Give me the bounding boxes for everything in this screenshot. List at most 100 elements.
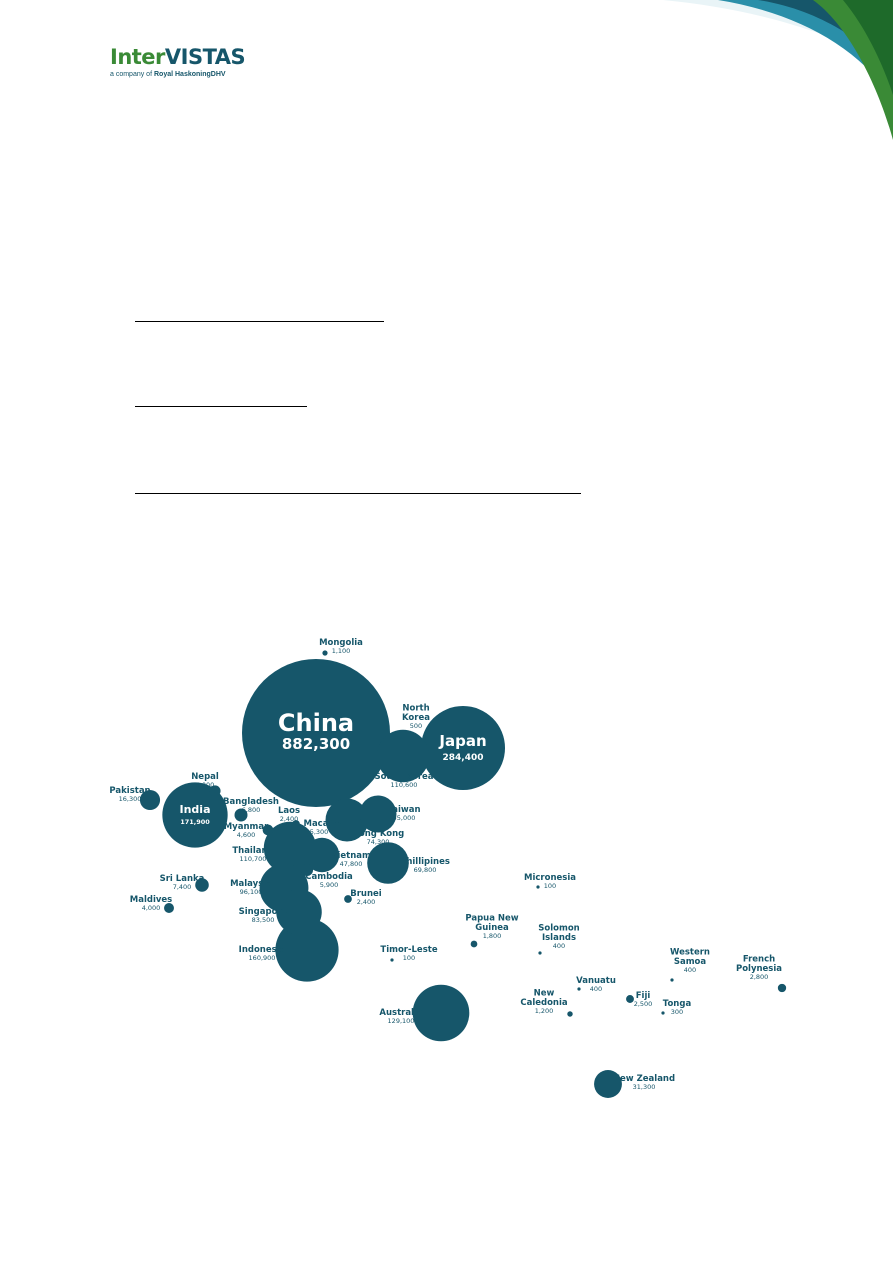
country-label-solomon-islands-1: Solomon (538, 924, 579, 934)
country-value-new-zealand: 31,300 (633, 1083, 656, 1091)
country-value-sri-lanka: 7,400 (173, 883, 192, 891)
country-value-solomon-islands: 400 (553, 942, 565, 950)
country-value-cambodia: 5,900 (320, 881, 339, 889)
rule-line-1 (135, 321, 384, 322)
country-value-maldives: 4,000 (142, 904, 161, 912)
country-label-cambodia: Cambodia (305, 872, 353, 882)
bubble-china (242, 659, 390, 807)
country-value-north-korea: 500 (410, 722, 422, 730)
logo-wordmark: InterVISTAS (110, 45, 246, 69)
country-label-laos: Laos (278, 806, 300, 816)
bubble-brunei (344, 895, 352, 903)
country-value-singapore: 83,500 (252, 916, 275, 924)
bubble-indonesia (275, 918, 339, 982)
country-value-papua-new-guinea: 1,800 (483, 932, 502, 940)
country-label-bangladesh: Bangladesh (223, 797, 279, 807)
bubble-maldives (164, 903, 174, 913)
bubble-laos (292, 820, 300, 828)
country-label-mongolia: Mongolia (319, 638, 363, 648)
bubble-french-polynesia (777, 983, 787, 993)
country-label-myanmar: Myanmar (224, 822, 269, 832)
bubble-label-japan: Japan (438, 732, 486, 750)
rule-line-3 (135, 493, 581, 494)
country-value-laos: 2,400 (280, 815, 299, 823)
bubble-micronesia (536, 885, 540, 889)
bubble-new-zealand (594, 1070, 622, 1098)
rule-line-2 (135, 406, 307, 407)
country-value-myanmar: 4,600 (237, 831, 256, 839)
country-value-tonga: 300 (671, 1008, 683, 1016)
bubble-nepal (209, 785, 221, 797)
bubble-phillipines (367, 842, 409, 884)
country-label-thailand: Thailand (232, 846, 273, 856)
bubble-macau (331, 822, 343, 834)
bubble-tonga (661, 1011, 665, 1015)
bubble-value-japan: 284,400 (443, 753, 484, 763)
bubble-mongolia (322, 650, 328, 656)
bubble-new-caledonia (567, 1011, 573, 1017)
country-label-phillipines: Phillipines (400, 857, 450, 867)
bubble-vietnam (304, 837, 340, 873)
country-label-french-polynesia-1: French (743, 955, 775, 965)
bubble-timor-leste (390, 958, 394, 962)
country-label-australia: Australia (379, 1008, 423, 1018)
country-label-micronesia: Micronesia (524, 873, 576, 883)
country-label-north-korea-1: North (402, 704, 429, 714)
country-label-nepal: Nepal (191, 772, 219, 782)
country-label-vanuatu: Vanuatu (576, 976, 616, 986)
country-label-macau: Macau (303, 819, 334, 829)
country-label-timor-leste: Timor-Leste (380, 945, 437, 955)
country-value-new-caledonia: 1,200 (535, 1007, 554, 1015)
country-label-south-korea: South Korea (374, 772, 433, 782)
country-value-macau: 5,300 (310, 828, 329, 836)
bubble-papua-new-guinea (470, 940, 478, 948)
country-value-australia: 129,100 (388, 1017, 415, 1025)
company-logo: InterVISTAS a company of Royal Haskoning… (110, 44, 246, 78)
country-value-nepal: 5,000 (196, 781, 215, 789)
country-label-new-caledonia-1: New (534, 989, 555, 999)
bubble-india (162, 782, 228, 848)
country-label-north-korea-2: Korea (402, 713, 430, 723)
country-label-sri-lanka: Sri Lanka (160, 874, 205, 884)
bubble-bangladesh (234, 808, 248, 822)
bubble-label-india: India (180, 803, 211, 816)
country-value-micronesia: 100 (544, 882, 556, 890)
country-value-timor-leste: 100 (403, 954, 415, 962)
country-value-malaysia: 96,100 (240, 888, 263, 896)
country-label-singapore: Singapore (239, 907, 288, 917)
country-label-western-samoa-1: Western (670, 948, 710, 958)
bubble-cambodia (300, 863, 314, 877)
country-value-indonesia: 160,900 (249, 954, 276, 962)
country-label-papua-new-guinea-1: Papua New (465, 914, 518, 924)
bubble-japan (420, 705, 506, 791)
country-value-bangladesh: 6,800 (242, 806, 261, 814)
bubble-solomon-islands (538, 951, 542, 955)
country-label-maldives: Maldives (130, 895, 172, 905)
country-value-pakistan: 16,300 (119, 795, 142, 803)
country-value-french-polynesia: 2,800 (750, 973, 769, 981)
country-value-brunei: 2,400 (357, 898, 376, 906)
country-label-vietnam: Vietnam (331, 851, 371, 861)
bubble-myanmar (262, 824, 274, 836)
bubble-vanuatu (577, 987, 581, 991)
country-value-western-samoa: 400 (684, 966, 696, 974)
bubble-value-china: 882,300 (282, 735, 350, 753)
country-value-taiwan: 55,000 (393, 814, 416, 822)
bubble-pakistan (139, 789, 161, 811)
country-label-pakistan: Pakistan (109, 786, 150, 796)
country-value-thailand: 110,700 (240, 855, 267, 863)
country-value-hong-kong: 74,300 (367, 838, 390, 846)
country-label-tonga: Tonga (663, 999, 692, 1009)
corner-swoosh-decoration (663, 0, 893, 140)
country-label-brunei: Brunei (350, 889, 382, 899)
bubble-western-samoa (670, 978, 674, 982)
country-label-malaysia: Malaysia (230, 879, 272, 889)
logo-tagline: a company of Royal HaskoningDHV (110, 71, 226, 78)
bubble-south-korea (376, 729, 430, 783)
country-value-fiji: 2,500 (634, 1000, 653, 1008)
bubble-north-korea (401, 735, 405, 739)
country-value-phillipines: 69,800 (414, 866, 437, 874)
bubble-sri-lanka (195, 878, 209, 892)
country-label-indonesia: Indonesia (239, 945, 286, 955)
